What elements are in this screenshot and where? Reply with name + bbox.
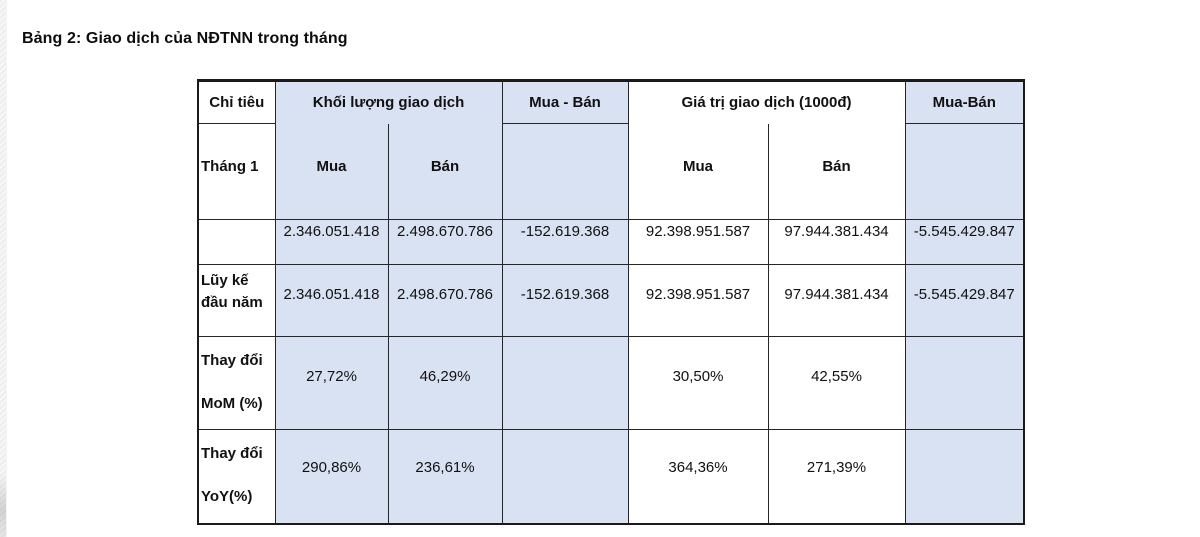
cell-value-buy: 364,36%	[627, 429, 769, 524]
cell-volume-buy: 2.346.051.418	[274, 264, 389, 337]
cell-value-sell: 42,55%	[767, 336, 906, 430]
row-month: 2.346.051.418 2.498.670.786 -152.619.368…	[197, 219, 1025, 265]
cell-volume-buy: 27,72%	[274, 336, 389, 430]
cell-value-sell: 97.944.381.434	[767, 219, 906, 265]
cell-value-net: -5.545.429.847	[904, 264, 1025, 337]
foreign-investor-transactions-table: Chỉ tiêu Khối lượng giao dịch Mua - Bán …	[197, 79, 1026, 525]
header-value-net-spacer	[904, 123, 1025, 220]
row-cumulative-ytd: Lũy kế đầu năm 2.346.051.418 2.498.670.7…	[197, 264, 1025, 337]
row-label: Thay đổi MoM (%)	[197, 336, 276, 430]
cell-value-net	[904, 429, 1025, 524]
cell-volume-sell: 2.498.670.786	[387, 219, 503, 265]
cell-volume-sell: 46,29%	[387, 336, 503, 430]
row-label	[197, 219, 276, 265]
header-value-buy: Mua	[627, 123, 769, 220]
cell-volume-buy: 2.346.051.418	[274, 219, 389, 265]
cell-value-net: -5.545.429.847	[904, 219, 1025, 265]
header-row-sub: Tháng 1 Mua Bán Mua Bán	[197, 123, 1025, 220]
cell-value-buy: 30,50%	[627, 336, 769, 430]
header-volume-net: Mua - Bán	[501, 80, 629, 124]
cell-volume-net	[501, 429, 629, 524]
row-label: Lũy kế đầu năm	[197, 264, 276, 337]
header-value-group: Giá trị giao dịch (1000đ)	[627, 80, 906, 124]
cell-volume-net	[501, 336, 629, 430]
header-value-net: Mua-Bán	[904, 80, 1025, 124]
header-volume-sell: Bán	[387, 123, 503, 220]
header-volume-group: Khối lượng giao dịch	[274, 80, 503, 124]
header-volume-net-spacer	[501, 123, 629, 220]
table-caption: Bảng 2: Giao dịch của NĐTNN trong tháng	[22, 30, 348, 47]
cell-value-net	[904, 336, 1025, 430]
cell-value-buy: 92.398.951.587	[627, 219, 769, 265]
header-indicator: Chỉ tiêu	[197, 80, 276, 124]
header-period: Tháng 1	[197, 123, 276, 220]
row-change-mom: Thay đổi MoM (%) 27,72% 46,29% 30,50% 42…	[197, 336, 1025, 430]
cell-value-sell: 271,39%	[767, 429, 906, 524]
cell-volume-buy: 290,86%	[274, 429, 389, 524]
header-volume-buy: Mua	[274, 123, 389, 220]
row-change-yoy: Thay đổi YoY(%) 290,86% 236,61% 364,36% …	[197, 429, 1025, 524]
cell-volume-net: -152.619.368	[501, 264, 629, 337]
row-label: Thay đổi YoY(%)	[197, 429, 276, 524]
cell-volume-sell: 236,61%	[387, 429, 503, 524]
cell-value-sell: 97.944.381.434	[767, 264, 906, 337]
cell-value-buy: 92.398.951.587	[627, 264, 769, 337]
header-value-sell: Bán	[767, 123, 906, 220]
page-edge-shadow	[0, 0, 7, 537]
cell-volume-net: -152.619.368	[501, 219, 629, 265]
header-row-groups: Chỉ tiêu Khối lượng giao dịch Mua - Bán …	[197, 80, 1025, 124]
cell-volume-sell: 2.498.670.786	[387, 264, 503, 337]
